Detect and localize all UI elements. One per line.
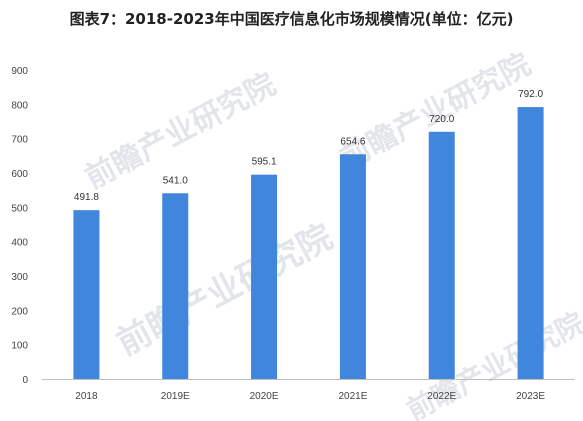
bar	[428, 131, 455, 379]
data-label: 720.0	[429, 114, 454, 125]
data-label: 792.0	[518, 89, 543, 100]
y-tick-label: 800	[11, 100, 28, 111]
y-tick-label: 400	[11, 238, 28, 249]
y-tick-label: 900	[11, 66, 28, 77]
y-tick-label: 0	[22, 375, 28, 386]
watermark-text: 前瞻产业研究院	[110, 217, 339, 364]
y-tick-label: 600	[11, 169, 28, 180]
x-tick-label: 2018	[75, 391, 98, 402]
x-axis: 2018 2019E 2020E 2021E 2022E 2023E	[75, 391, 545, 402]
y-axis: 0 100 200 300 400 500 600 700 800 900	[11, 66, 28, 386]
data-labels: 491.8 541.0 595.1 654.6 720.0 792.0	[74, 89, 544, 203]
bar	[162, 193, 189, 379]
chart-title: 图表7：2018-2023年中国医疗信息化市场规模情况(单位：亿元)	[69, 10, 514, 28]
bar	[251, 174, 278, 379]
y-tick-label: 200	[11, 306, 28, 317]
x-tick-label: 2020E	[250, 391, 279, 402]
data-label: 491.8	[74, 192, 99, 203]
y-tick-label: 500	[11, 203, 28, 214]
y-tick-label: 700	[11, 135, 28, 146]
x-tick-label: 2021E	[338, 391, 367, 402]
x-tick-label: 2022E	[427, 391, 456, 402]
watermark-text: 前瞻产业研究院	[401, 306, 583, 421]
x-tick-label: 2023E	[516, 391, 545, 402]
data-label: 595.1	[252, 157, 277, 168]
data-label: 654.6	[340, 136, 365, 147]
bars	[73, 107, 544, 379]
data-label: 541.0	[163, 175, 188, 186]
y-tick-label: 100	[11, 341, 28, 352]
y-tick-label: 300	[11, 272, 28, 283]
bar	[517, 107, 544, 379]
bar	[73, 210, 100, 379]
bar	[339, 154, 366, 379]
x-tick-label: 2019E	[161, 391, 190, 402]
